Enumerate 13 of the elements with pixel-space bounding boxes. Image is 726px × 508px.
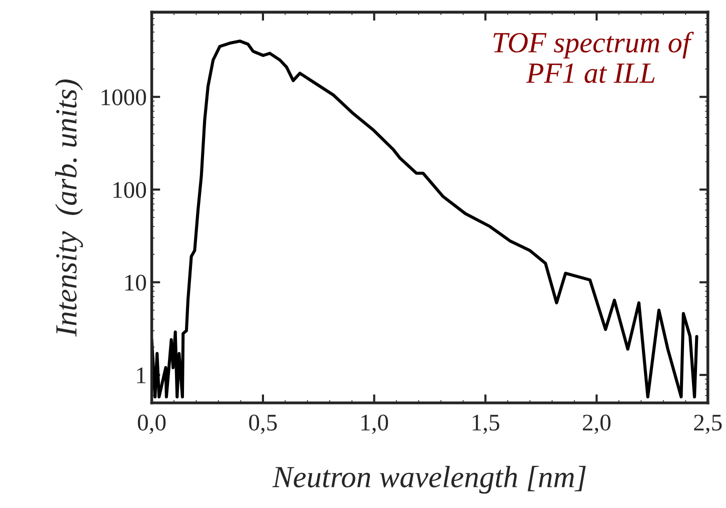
y-tick-label: 100 — [114, 182, 146, 198]
x-tick-label: 2,5 — [694, 414, 722, 434]
x-tick-label: 1,5 — [472, 414, 500, 434]
y-tick-label: 10 — [125, 274, 146, 291]
x-axis-title: Neutron wavelength [nm] — [272, 466, 586, 494]
x-tick-label: 0,5 — [249, 414, 277, 434]
x-tick-label: 0,0 — [138, 414, 166, 434]
x-tick-label: 1,0 — [362, 414, 388, 434]
annotation: TOF spectrum of PF1 at ILL — [494, 32, 694, 84]
y-axis-title: Intensity (arb. units) — [55, 79, 83, 337]
y-tick-label: 1000 — [102, 89, 146, 106]
y-tick-label: 1 — [137, 368, 146, 384]
x-tick-label: 2,0 — [582, 414, 610, 434]
